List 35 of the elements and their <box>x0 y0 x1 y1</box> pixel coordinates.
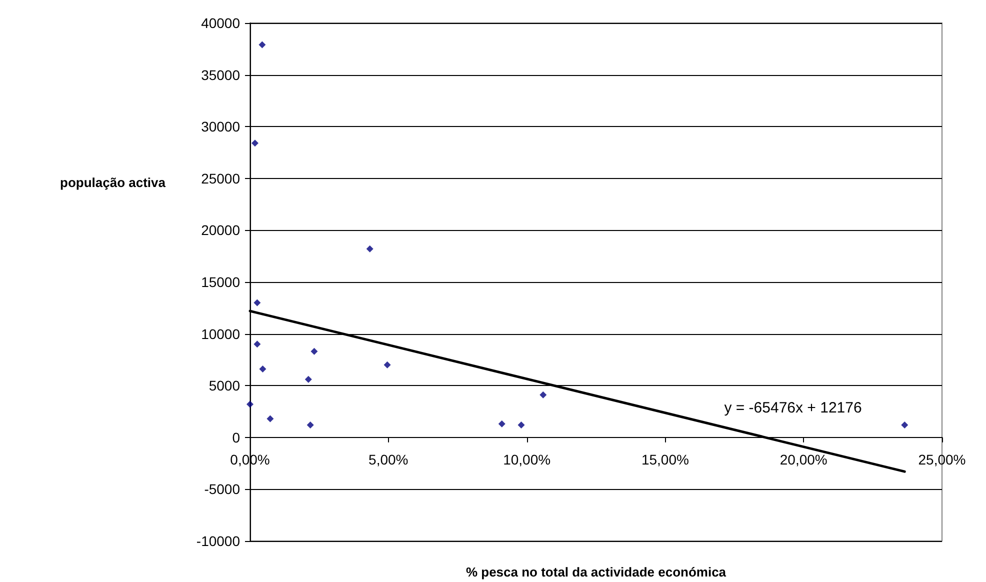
x-axis-title: % pesca no total da actividade económica <box>466 564 727 580</box>
point <box>246 400 254 408</box>
point <box>304 376 312 383</box>
point <box>254 340 261 348</box>
y-tick-label: 30000 <box>201 118 240 135</box>
y-tick-label: -5000 <box>204 481 240 498</box>
point <box>518 421 525 428</box>
y-tick-label: 10000 <box>201 326 240 342</box>
y-tick-label: 5000 <box>208 378 240 394</box>
point <box>384 361 391 368</box>
point <box>310 348 318 355</box>
y-tick-label: 35000 <box>201 66 240 83</box>
point <box>901 421 908 428</box>
point <box>254 299 261 306</box>
point <box>251 140 258 147</box>
x-tick-label: 15,00% <box>641 451 689 468</box>
point <box>498 420 506 428</box>
x-tick-label: 25,00% <box>918 451 966 468</box>
point <box>540 391 547 398</box>
annotation: y = -65476x + 12176 <box>724 400 862 416</box>
y-axis-title: população activa <box>60 175 166 190</box>
point <box>366 245 374 252</box>
y-tick-label: 25000 <box>201 170 240 186</box>
point <box>306 421 314 428</box>
x-tick-label: 10,00% <box>503 451 551 468</box>
y-tick-label: 0 <box>232 429 240 446</box>
y-tick-label: 20000 <box>201 222 240 238</box>
y-tick-label: -10000 <box>196 533 240 549</box>
x-tick-label: 5,00% <box>368 451 408 468</box>
point <box>259 366 266 373</box>
x-tick-label: 20,00% <box>780 451 828 468</box>
point <box>266 415 274 422</box>
y-tick-label: 40000 <box>201 15 240 31</box>
y-tick-label: 15000 <box>201 274 240 290</box>
point <box>258 41 266 48</box>
